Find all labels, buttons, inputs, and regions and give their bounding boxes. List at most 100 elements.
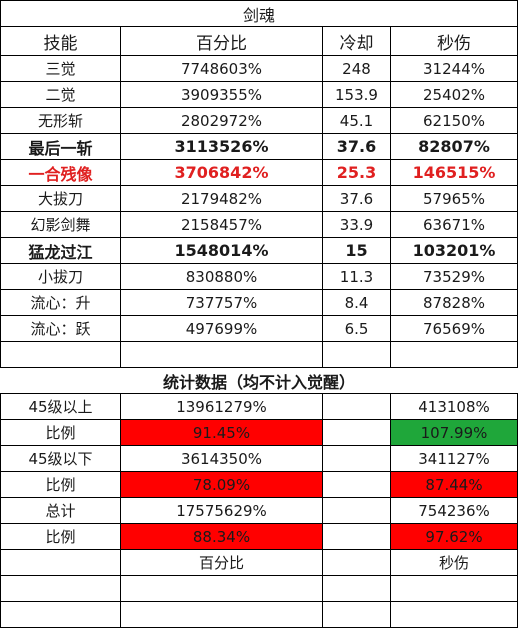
cooldown-cell[interactable]: 248 — [322, 55, 391, 82]
stats-dps-cell[interactable]: 341127% — [389, 445, 518, 472]
skill-name-cell[interactable]: 流心：跃 — [0, 315, 121, 342]
cooldown-cell[interactable]: 25.3 — [322, 159, 391, 186]
skill-name-cell[interactable]: 猛龙过江 — [0, 237, 121, 264]
dps-cell[interactable]: 25402% — [389, 81, 518, 108]
footer-header-dps[interactable]: 秒伤 — [389, 549, 518, 576]
sheet-title[interactable]: 剑魂 — [0, 0, 518, 27]
table-row: 一合残像 3706842% 25.3 146515% — [0, 159, 518, 186]
empty-cell[interactable] — [120, 575, 323, 602]
dps-cell[interactable]: 62150% — [389, 107, 518, 134]
empty-cell[interactable] — [322, 497, 391, 524]
empty-cell[interactable] — [322, 419, 391, 446]
skill-name-cell[interactable]: 最后一斩 — [0, 133, 121, 160]
skill-name-cell[interactable]: 一合残像 — [0, 159, 121, 186]
cooldown-cell[interactable]: 6.5 — [322, 315, 391, 342]
dps-cell[interactable]: 57965% — [389, 185, 518, 212]
empty-cell[interactable] — [322, 445, 391, 472]
stats-label-cell[interactable]: 总计 — [0, 497, 121, 524]
stats-dps-cell[interactable]: 87.44% — [389, 471, 518, 498]
percent-cell[interactable]: 2158457% — [120, 211, 323, 238]
empty-cell[interactable] — [322, 575, 391, 602]
cooldown-cell[interactable]: 33.9 — [322, 211, 391, 238]
stats-percent-cell[interactable]: 3614350% — [120, 445, 323, 472]
table-row: 最后一斩 3113526% 37.6 82807% — [0, 133, 518, 160]
percent-cell[interactable]: 2179482% — [120, 185, 323, 212]
empty-cell[interactable] — [389, 601, 518, 628]
dps-cell[interactable]: 31244% — [389, 55, 518, 82]
empty-cell[interactable] — [120, 601, 323, 628]
stats-percent-cell[interactable]: 13961279% — [120, 393, 323, 420]
header-dps[interactable]: 秒伤 — [389, 26, 518, 56]
dps-cell[interactable]: 146515% — [389, 159, 518, 186]
stats-dps-cell[interactable]: 413108% — [389, 393, 518, 420]
dps-cell[interactable]: 103201% — [389, 237, 518, 264]
cooldown-cell[interactable]: 37.6 — [322, 133, 391, 160]
skill-name-cell[interactable]: 三觉 — [0, 55, 121, 82]
stats-label-cell[interactable]: 45级以上 — [0, 393, 121, 420]
stats-dps-cell[interactable]: 107.99% — [389, 419, 518, 446]
empty-cell[interactable] — [322, 393, 391, 420]
skill-name-cell[interactable]: 无形斩 — [0, 107, 121, 134]
empty-cell[interactable] — [322, 549, 391, 576]
stats-percent-cell[interactable]: 88.34% — [120, 523, 323, 550]
header-percent[interactable]: 百分比 — [120, 26, 323, 56]
percent-cell[interactable]: 3909355% — [120, 81, 323, 108]
dps-cell[interactable]: 73529% — [389, 263, 518, 290]
empty-cell[interactable] — [0, 575, 121, 602]
cooldown-cell[interactable]: 37.6 — [322, 185, 391, 212]
header-cooldown[interactable]: 冷却 — [322, 26, 391, 56]
cooldown-cell[interactable]: 11.3 — [322, 263, 391, 290]
dps-cell[interactable]: 76569% — [389, 315, 518, 342]
stats-title-row: 统计数据（均不计入觉醒） — [0, 367, 518, 394]
stats-percent-cell[interactable]: 91.45% — [120, 419, 323, 446]
stats-percent-cell[interactable]: 17575629% — [120, 497, 323, 524]
stats-label-cell[interactable]: 45级以下 — [0, 445, 121, 472]
stats-percent-cell[interactable]: 78.09% — [120, 471, 323, 498]
stats-row: 比例 91.45% 107.99% — [0, 419, 518, 446]
percent-cell[interactable]: 2802972% — [120, 107, 323, 134]
cooldown-cell[interactable]: 45.1 — [322, 107, 391, 134]
table-row: 小拔刀 830880% 11.3 73529% — [0, 263, 518, 290]
dps-cell[interactable]: 82807% — [389, 133, 518, 160]
empty-cell[interactable] — [322, 523, 391, 550]
percent-cell[interactable]: 3706842% — [120, 159, 323, 186]
percent-cell[interactable]: 737757% — [120, 289, 323, 316]
skill-name-cell[interactable]: 二觉 — [0, 81, 121, 108]
stats-label-cell[interactable]: 比例 — [0, 419, 121, 446]
percent-cell[interactable]: 7748603% — [120, 55, 323, 82]
cooldown-cell[interactable]: 153.9 — [322, 81, 391, 108]
empty-row — [0, 575, 518, 602]
table-row: 流心：跃 497699% 6.5 76569% — [0, 315, 518, 342]
skill-name-cell[interactable]: 流心：升 — [0, 289, 121, 316]
stats-title[interactable]: 统计数据（均不计入觉醒） — [0, 367, 518, 394]
stats-dps-cell[interactable]: 97.62% — [389, 523, 518, 550]
empty-cell[interactable] — [0, 601, 121, 628]
stats-label-cell[interactable]: 比例 — [0, 471, 121, 498]
empty-cell[interactable] — [0, 549, 121, 576]
skill-name-cell[interactable]: 幻影剑舞 — [0, 211, 121, 238]
percent-cell[interactable]: 3113526% — [120, 133, 323, 160]
empty-cell[interactable] — [389, 341, 518, 368]
cooldown-cell[interactable]: 8.4 — [322, 289, 391, 316]
skill-name-cell[interactable]: 大拔刀 — [0, 185, 121, 212]
empty-cell[interactable] — [120, 341, 323, 368]
footer-header-percent[interactable]: 百分比 — [120, 549, 323, 576]
percent-cell[interactable]: 830880% — [120, 263, 323, 290]
stats-label-cell[interactable]: 比例 — [0, 523, 121, 550]
dps-cell[interactable]: 63671% — [389, 211, 518, 238]
empty-cell[interactable] — [322, 341, 391, 368]
cooldown-cell[interactable]: 15 — [322, 237, 391, 264]
percent-cell[interactable]: 497699% — [120, 315, 323, 342]
stats-dps-cell[interactable]: 754236% — [389, 497, 518, 524]
header-skill[interactable]: 技能 — [0, 26, 121, 56]
stats-row: 总计 17575629% 754236% — [0, 497, 518, 524]
empty-cell[interactable] — [322, 471, 391, 498]
empty-cell[interactable] — [389, 575, 518, 602]
dps-cell[interactable]: 87828% — [389, 289, 518, 316]
skill-name-cell[interactable]: 小拔刀 — [0, 263, 121, 290]
empty-cell[interactable] — [322, 601, 391, 628]
empty-cell[interactable] — [0, 341, 121, 368]
stats-row: 比例 78.09% 87.44% — [0, 471, 518, 498]
percent-cell[interactable]: 1548014% — [120, 237, 323, 264]
